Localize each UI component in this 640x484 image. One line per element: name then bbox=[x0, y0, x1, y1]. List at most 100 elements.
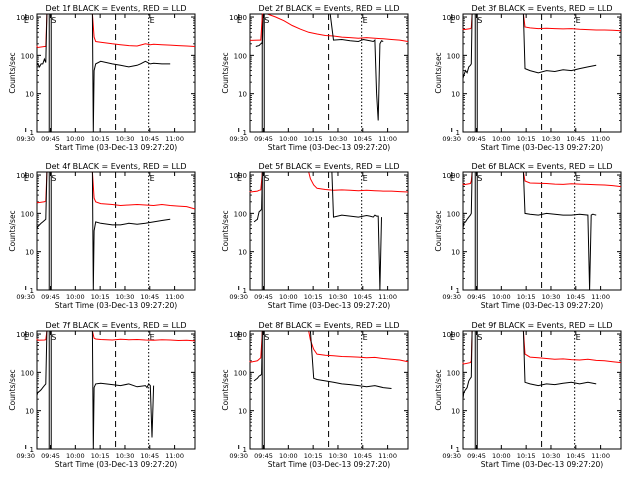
y-axis-label: Counts/sec bbox=[8, 52, 17, 93]
x-axis-label: Start Time (03-Dec-13 09:27:20) bbox=[481, 460, 603, 469]
panel-9: Det 9f BLACK = Events, RED = LLD 1 10 100 10… bbox=[434, 321, 622, 469]
x-tick-label: 10:30 bbox=[542, 135, 561, 143]
x-tick-label: 10:00 bbox=[66, 293, 85, 301]
marker-label: E bbox=[237, 174, 242, 183]
x-tick-label: 10:45 bbox=[566, 135, 585, 143]
series-lld-line bbox=[249, 330, 409, 363]
x-tick-label: 10:30 bbox=[329, 452, 348, 460]
x-tick-label: 09:45 bbox=[467, 452, 486, 460]
x-tick-label: 11:00 bbox=[378, 293, 397, 301]
x-tick-label: 10:45 bbox=[140, 452, 159, 460]
x-tick-label: 10:45 bbox=[566, 452, 585, 460]
x-tick-label: 10:45 bbox=[353, 452, 372, 460]
x-tick-label: 11:00 bbox=[165, 293, 184, 301]
panel-1: Det 1f BLACK = Events, RED = LLD 1 10 100 10… bbox=[8, 4, 196, 152]
y-tick-label: 100 bbox=[447, 210, 460, 218]
x-axis-label: Start Time (03-Dec-13 09:27:20) bbox=[481, 301, 603, 310]
marker-label: E bbox=[24, 16, 29, 25]
y-tick-label: 10 bbox=[238, 408, 247, 416]
x-tick-label: 10:45 bbox=[353, 293, 372, 301]
marker-label: S bbox=[264, 333, 269, 342]
x-tick-label: 09:30 bbox=[442, 135, 461, 143]
x-tick-label: 09:30 bbox=[442, 293, 461, 301]
x-tick-label: 09:45 bbox=[41, 135, 60, 143]
y-axis-label: Counts/sec bbox=[221, 52, 230, 93]
x-axis-label: Start Time (03-Dec-13 09:27:20) bbox=[481, 143, 603, 152]
marker-label: E bbox=[237, 16, 242, 25]
marker-label: E bbox=[450, 174, 455, 183]
marker-label: E bbox=[150, 16, 155, 25]
marker-label: S bbox=[477, 333, 482, 342]
y-axis-label: Counts/sec bbox=[221, 210, 230, 251]
x-tick-label: 11:00 bbox=[165, 452, 184, 460]
series-lld-line bbox=[462, 330, 622, 365]
series-events-line bbox=[253, 171, 382, 291]
panel-title: Det 8f BLACK = Events, RED = LLD bbox=[258, 321, 399, 330]
marker-label: S bbox=[51, 174, 56, 183]
marker-label: S bbox=[51, 16, 56, 25]
marker-label: S bbox=[51, 333, 56, 342]
series-lld-line bbox=[462, 171, 622, 188]
y-axis-label: Counts/sec bbox=[434, 52, 443, 93]
x-tick-label: 10:30 bbox=[329, 293, 348, 301]
y-tick-label: 1000 bbox=[442, 14, 460, 22]
panel-7: Det 7f BLACK = Events, RED = LLD 1 10 100 10… bbox=[8, 321, 196, 469]
y-axis-label: Counts/sec bbox=[8, 210, 17, 251]
x-axis-label: Start Time (03-Dec-13 09:27:20) bbox=[268, 460, 390, 469]
marker-label: E bbox=[576, 174, 581, 183]
y-tick-label: 1 bbox=[456, 446, 460, 454]
marker-label: E bbox=[24, 333, 29, 342]
marker-label: E bbox=[237, 333, 242, 342]
x-tick-label: 10:15 bbox=[304, 452, 323, 460]
y-tick-label: 1 bbox=[456, 129, 460, 137]
y-axis-label: Counts/sec bbox=[434, 210, 443, 251]
x-tick-label: 11:00 bbox=[165, 135, 184, 143]
panel-2: Det 2f BLACK = Events, RED = LLD 1 10 100 10… bbox=[221, 4, 409, 152]
marker-label: S bbox=[477, 174, 482, 183]
y-tick-label: 10 bbox=[451, 408, 460, 416]
x-tick-label: 09:30 bbox=[229, 293, 248, 301]
x-tick-label: 09:45 bbox=[41, 452, 60, 460]
x-tick-label: 10:00 bbox=[66, 452, 85, 460]
marker-label: S bbox=[264, 174, 269, 183]
series-events-line bbox=[462, 13, 597, 79]
x-tick-label: 10:00 bbox=[492, 452, 511, 460]
panel-4: Det 4f BLACK = Events, RED = LLD 1 10 100 10… bbox=[8, 162, 196, 310]
x-tick-label: 09:45 bbox=[254, 452, 273, 460]
y-tick-label: 100 bbox=[234, 52, 247, 60]
series-events-line bbox=[462, 330, 597, 400]
panel-8: Det 8f BLACK = Events, RED = LLD 1 10 100 10… bbox=[221, 321, 409, 469]
y-tick-label: 100 bbox=[21, 210, 34, 218]
marker-label: E bbox=[24, 174, 29, 183]
x-tick-label: 10:30 bbox=[116, 293, 135, 301]
x-tick-label: 10:30 bbox=[116, 452, 135, 460]
marker-label: E bbox=[363, 16, 368, 25]
x-tick-label: 10:00 bbox=[279, 293, 298, 301]
x-tick-label: 10:00 bbox=[492, 135, 511, 143]
marker-label: E bbox=[450, 333, 455, 342]
y-tick-label: 10 bbox=[238, 91, 247, 99]
panel-5: Det 5f BLACK = Events, RED = LLD 1 10 100 10… bbox=[221, 162, 409, 310]
x-tick-label: 10:45 bbox=[566, 293, 585, 301]
x-tick-label: 10:45 bbox=[353, 135, 372, 143]
marker-label: E bbox=[576, 16, 581, 25]
x-axis-label: Start Time (03-Dec-13 09:27:20) bbox=[268, 143, 390, 152]
y-tick-label: 1000 bbox=[16, 331, 34, 339]
marker-label: E bbox=[450, 16, 455, 25]
x-tick-label: 10:15 bbox=[304, 135, 323, 143]
panel-title: Det 3f BLACK = Events, RED = LLD bbox=[471, 4, 612, 13]
marker-label: S bbox=[264, 16, 269, 25]
x-tick-label: 10:45 bbox=[140, 293, 159, 301]
x-tick-label: 09:30 bbox=[229, 452, 248, 460]
marker-label: E bbox=[150, 174, 155, 183]
y-tick-label: 10 bbox=[451, 91, 460, 99]
y-tick-label: 1 bbox=[30, 446, 34, 454]
y-tick-label: 1 bbox=[30, 287, 34, 295]
y-tick-label: 1000 bbox=[442, 331, 460, 339]
x-tick-label: 10:15 bbox=[91, 293, 110, 301]
y-tick-label: 100 bbox=[21, 369, 34, 377]
x-tick-label: 09:30 bbox=[229, 135, 248, 143]
y-axis-label: Counts/sec bbox=[221, 369, 230, 410]
